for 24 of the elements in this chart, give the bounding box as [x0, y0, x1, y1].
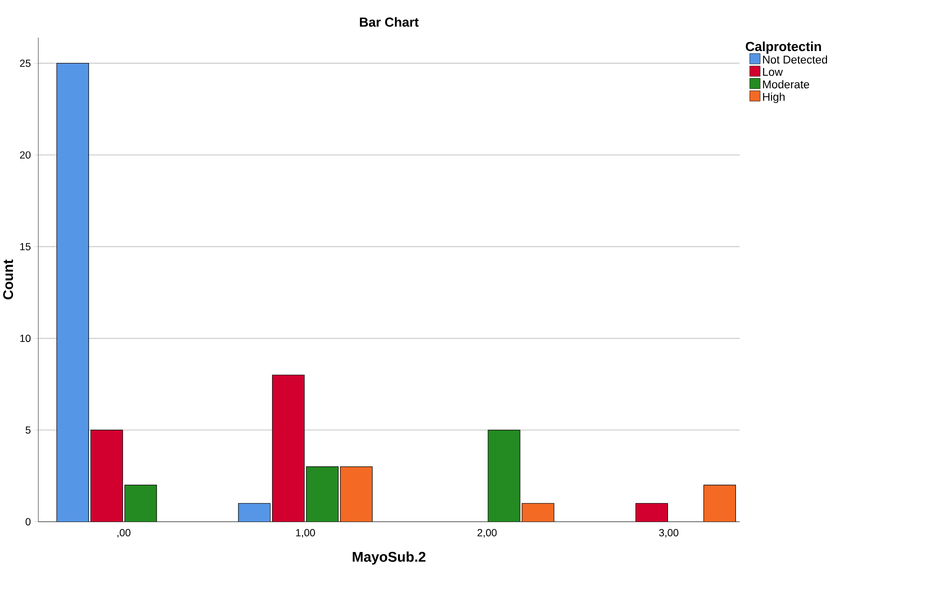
bar [703, 484, 736, 522]
y-tick-label: 20 [20, 151, 31, 158]
bar [635, 502, 668, 522]
legend-title: Calprotectin [746, 41, 821, 54]
y-tick-label: 10 [20, 334, 31, 342]
x-axis-title: MayoSub.2 [352, 551, 426, 564]
chart-title: Bar Chart [360, 16, 419, 27]
x-tick-label: 1,00 [296, 528, 315, 538]
bar [522, 503, 554, 522]
bar [238, 502, 271, 522]
y-axis-title: Count [3, 259, 14, 300]
legend-label: Moderate [763, 80, 810, 88]
bar [56, 63, 89, 522]
x-tick-label: 2,00 [478, 528, 497, 538]
y-tick-label: 25 [20, 59, 31, 67]
bar [340, 466, 372, 522]
y-tick-label: 5 [26, 426, 31, 434]
x-tick-label: 3,00 [659, 528, 678, 538]
legend-label: Not Detected [763, 55, 828, 64]
y-tick-label: 15 [20, 242, 31, 250]
y-tick-label: 0 [26, 518, 31, 526]
legend-label: High [763, 92, 785, 103]
x-tick-label: ,00 [117, 528, 130, 538]
legend-label: Low [763, 68, 783, 76]
